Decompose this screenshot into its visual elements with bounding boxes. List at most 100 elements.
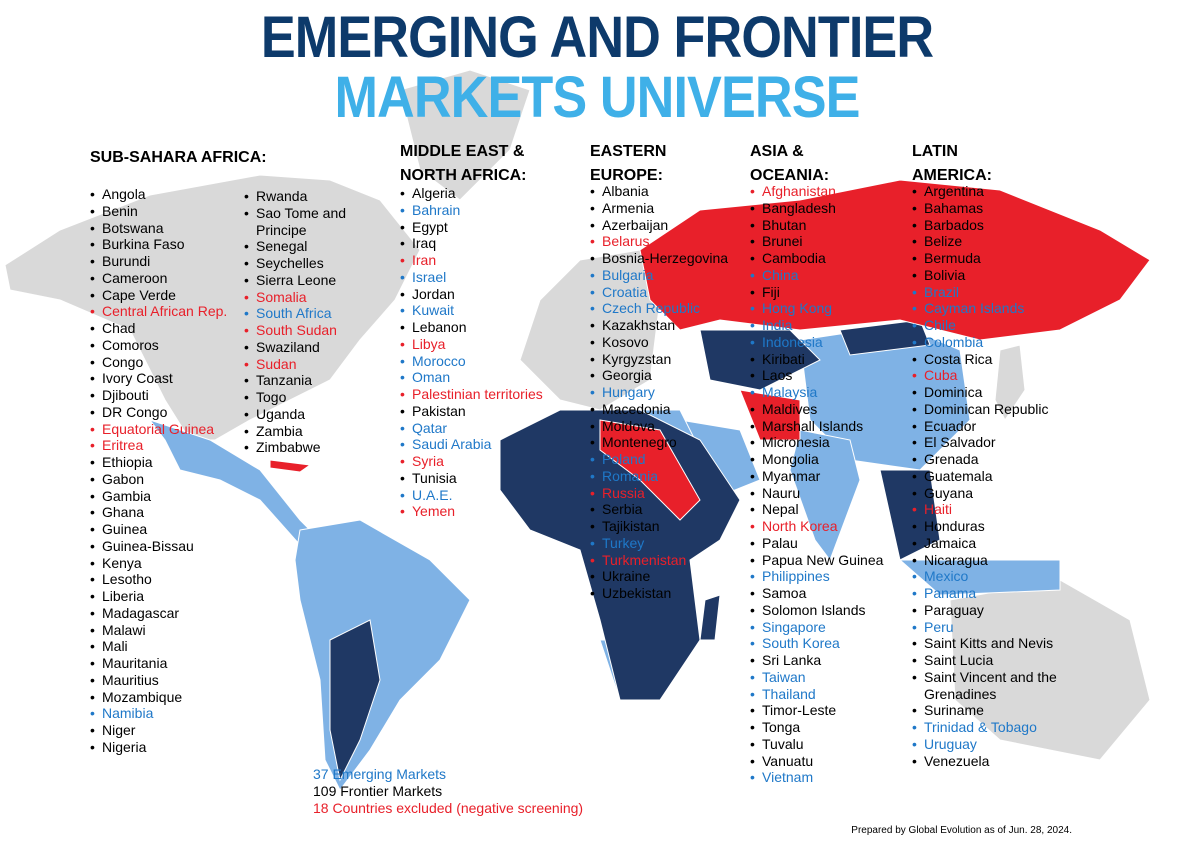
country-list: AfghanistanBangladeshBhutanBruneiCambodi… — [750, 183, 900, 786]
country: Tonga — [750, 719, 900, 736]
country: Guinea — [90, 521, 240, 538]
country: Romania — [590, 468, 750, 485]
country: Bosnia-Herzegovina — [590, 250, 750, 267]
country: Papua New Guinea — [750, 552, 900, 569]
country: Samoa — [750, 585, 900, 602]
country: Somalia — [244, 289, 384, 306]
country: Bulgaria — [590, 267, 750, 284]
country: Egypt — [400, 219, 580, 236]
country: Macedonia — [590, 401, 750, 418]
country: Fiji — [750, 284, 900, 301]
country: Gambia — [90, 488, 240, 505]
country: Mauritania — [90, 655, 240, 672]
country: Saint Vincent and the Grenadines — [912, 669, 1064, 703]
country: Turkmenistan — [590, 552, 750, 569]
country: Togo — [244, 389, 384, 406]
title: MARKETS UNIVERSE — [334, 65, 860, 130]
country: South Sudan — [244, 322, 384, 339]
country: Sierra Leone — [244, 272, 384, 289]
country: Zimbabwe — [244, 439, 384, 456]
country: Namibia — [90, 705, 240, 722]
country: Venezuela — [912, 753, 1064, 770]
country: Uruguay — [912, 736, 1064, 753]
country: Botswana — [90, 220, 240, 237]
country: Rwanda — [244, 188, 384, 205]
country: Nigeria — [90, 739, 240, 756]
country: Kosovo — [590, 334, 750, 351]
country: Iran — [400, 252, 580, 269]
country: Costa Rica — [912, 351, 1064, 368]
country: Djibouti — [90, 387, 240, 404]
country: Cape Verde — [90, 287, 240, 304]
country: Eritrea — [90, 437, 240, 454]
country: Lebanon — [400, 319, 580, 336]
country: Palestinian territories — [400, 386, 580, 403]
country: Jordan — [400, 286, 580, 303]
country: Indonesia — [750, 334, 900, 351]
country: Malawi — [90, 622, 240, 639]
country: Dominica — [912, 384, 1064, 401]
country: Myanmar — [750, 468, 900, 485]
country: Moldova — [590, 418, 750, 435]
country: Laos — [750, 367, 900, 384]
country: Poland — [590, 451, 750, 468]
country: Haiti — [912, 501, 1064, 518]
country: Burkina Faso — [90, 236, 240, 253]
country: Vanuatu — [750, 753, 900, 770]
country: Brazil — [912, 284, 1064, 301]
country: Hungary — [590, 384, 750, 401]
country: Algeria — [400, 185, 580, 202]
country: Gabon — [90, 471, 240, 488]
country: Thailand — [750, 686, 900, 703]
country: Ghana — [90, 504, 240, 521]
country: Dominican Republic — [912, 401, 1064, 418]
country: Albania — [590, 183, 750, 200]
country: Vietnam — [750, 769, 900, 786]
country: Sri Lanka — [750, 652, 900, 669]
country-list: AlbaniaArmeniaAzerbaijanBelarusBosnia-He… — [590, 183, 750, 602]
country: Solomon Islands — [750, 602, 900, 619]
country: Saudi Arabia — [400, 436, 580, 453]
country: Ecuador — [912, 418, 1064, 435]
country: Kazakhstan — [590, 317, 750, 334]
country: Micronesia — [750, 434, 900, 451]
country: Jamaica — [912, 535, 1064, 552]
country: Israel — [400, 269, 580, 286]
country: Grenada — [912, 451, 1064, 468]
region-heading: SUB-SAHARA AFRICA: — [90, 149, 267, 166]
country-list: RwandaSao Tome and PrincipeSenegalSeyche… — [244, 188, 384, 456]
country: Benin — [90, 203, 240, 220]
country: Bangladesh — [750, 200, 900, 217]
country: Tuvalu — [750, 736, 900, 753]
region-heading: ASIA & OCEANIA: — [750, 143, 830, 184]
country: Kenya — [90, 555, 240, 572]
country: Azerbaijan — [590, 217, 750, 234]
country: Malaysia — [750, 384, 900, 401]
country: Mauritius — [90, 672, 240, 689]
country-list: ArgentinaBahamasBarbadosBelizeBermudaBol… — [912, 183, 1064, 769]
footnote: Prepared by Global Evolution as of Jun. … — [851, 825, 1072, 836]
country: Philippines — [750, 568, 900, 585]
country: Kuwait — [400, 302, 580, 319]
country: Uzbekistan — [590, 585, 750, 602]
country: Afghanistan — [750, 183, 900, 200]
country: Pakistan — [400, 403, 580, 420]
country: Liberia — [90, 588, 240, 605]
country: Suriname — [912, 702, 1064, 719]
country: Sao Tome and Principe — [244, 205, 384, 239]
country: Central African Rep. — [90, 303, 240, 320]
country: South Africa — [244, 305, 384, 322]
country: Marshall Islands — [750, 418, 900, 435]
country: Singapore — [750, 619, 900, 636]
country: Russia — [590, 485, 750, 502]
country: Bahrain — [400, 202, 580, 219]
country: Angola — [90, 186, 240, 203]
country: Guatemala — [912, 468, 1064, 485]
country: Uganda — [244, 406, 384, 423]
country: Belarus — [590, 233, 750, 250]
country: North Korea — [750, 518, 900, 535]
country: Nicaragua — [912, 552, 1064, 569]
country: Montenegro — [590, 434, 750, 451]
country: Chad — [90, 320, 240, 337]
title: EMERGING AND FRONTIER — [260, 5, 934, 70]
